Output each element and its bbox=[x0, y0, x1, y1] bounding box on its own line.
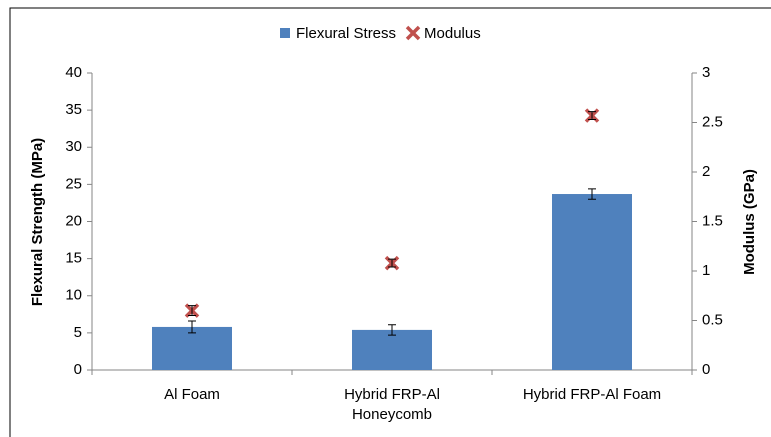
x-tick-label: Hybrid FRP-Al Foam bbox=[522, 386, 662, 403]
legend-swatch bbox=[280, 28, 290, 38]
y-axis-title: Flexural Strength (MPa) bbox=[29, 138, 46, 306]
legend-swatch bbox=[405, 25, 421, 41]
y2-tick-label: 1.5 bbox=[702, 212, 723, 229]
error-bar bbox=[588, 188, 596, 200]
y2-tick-label: 1 bbox=[702, 262, 710, 279]
error-bar bbox=[388, 258, 396, 268]
y-tick-label: 40 bbox=[65, 64, 82, 81]
frame bbox=[9, 7, 771, 437]
y-tick-label: 10 bbox=[65, 287, 82, 304]
legend-label: Flexural Stress bbox=[296, 25, 396, 42]
y-tick-label: 25 bbox=[65, 175, 82, 192]
y-tick-label: 20 bbox=[65, 212, 82, 229]
y2-tick-label: 2 bbox=[702, 163, 710, 180]
bar bbox=[152, 326, 232, 370]
bar bbox=[552, 194, 632, 370]
bar bbox=[352, 329, 432, 370]
x-tick-label: Al Foam bbox=[164, 386, 220, 403]
error-bar bbox=[188, 320, 196, 334]
x-tick-label: Hybrid FRP-Al Honeycomb bbox=[344, 386, 440, 423]
y2-axis-title: Modulus (GPa) bbox=[741, 169, 758, 275]
y2-tick-label: 2.5 bbox=[702, 113, 723, 130]
y-tick-label: 30 bbox=[65, 138, 82, 155]
y-tick-label: 35 bbox=[65, 101, 82, 118]
error-bar bbox=[388, 324, 396, 336]
y-tick-label: 0 bbox=[74, 361, 82, 378]
y-tick-label: 15 bbox=[65, 250, 82, 267]
error-bar bbox=[188, 305, 196, 317]
y2-tick-label: 0.5 bbox=[702, 311, 723, 328]
legend-label: Modulus bbox=[424, 25, 481, 42]
y-tick-label: 5 bbox=[74, 324, 82, 341]
y2-tick-label: 0 bbox=[702, 361, 710, 378]
y2-tick-label: 3 bbox=[702, 64, 710, 81]
error-bar bbox=[588, 111, 596, 121]
